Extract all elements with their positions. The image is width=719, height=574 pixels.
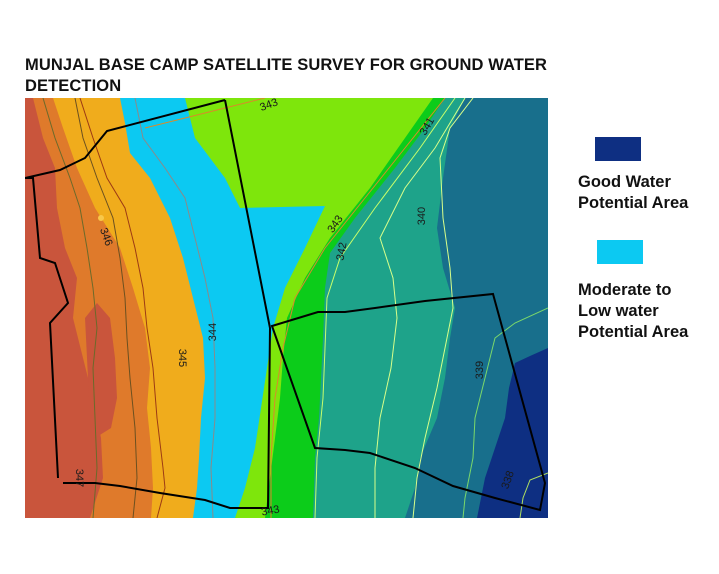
boundary-west [25, 99, 226, 179]
survey-map: 343 341 346 343 342 340 345 344 339 338 347 343 [25, 98, 548, 518]
legend-label-good-water: Good Water Potential Area [578, 173, 689, 212]
contour-label: 339 [474, 361, 486, 379]
boundary-east [270, 292, 547, 512]
zone-347-lobe [85, 303, 117, 438]
legend-label-moderate-water: Moderate to Low water Potential Area [578, 281, 689, 341]
contour-label: 346 [97, 226, 115, 247]
marker-dot [98, 215, 104, 221]
contour-label: 338 [499, 469, 517, 490]
legend-swatch-moderate-water [597, 240, 643, 264]
zone-338 [477, 348, 548, 518]
legend-swatch-good-water [595, 137, 641, 161]
contour-label: 340 [416, 207, 428, 225]
contour-label: 347 [73, 469, 85, 487]
contour-label: 345 [176, 349, 188, 367]
contour-label: 342 [335, 241, 350, 261]
boundary-main [25, 99, 272, 509]
map-title: MUNJAL BASE CAMP SATELLITE SURVEY FOR GR… [25, 56, 548, 95]
contour-label: 344 [207, 323, 219, 341]
contour-label: 343 [260, 504, 280, 518]
